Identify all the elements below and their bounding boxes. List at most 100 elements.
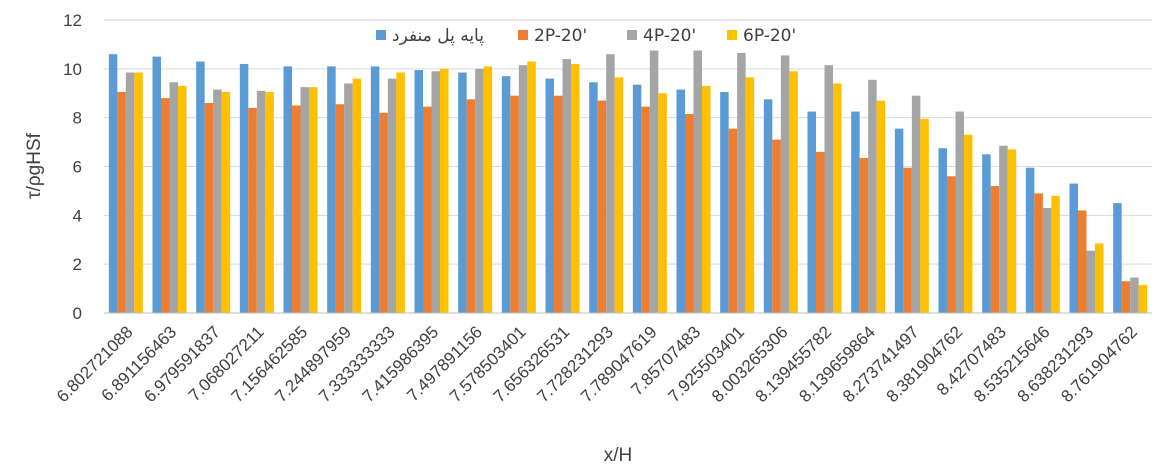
bar-series-2 [903,167,912,313]
y-tick-label: 12 [63,11,82,30]
bar-series-1 [807,111,816,313]
bar-series-3 [868,79,877,313]
bar-series-3 [169,82,178,313]
bar-series-4 [352,78,362,313]
bar-series-1 [327,66,336,313]
bar-series-1 [676,89,685,313]
bar-series-2 [335,104,345,314]
bar-series-1 [1069,183,1078,313]
bar-series-4 [702,85,711,313]
bar-series-4 [134,72,143,313]
bar-series-3 [1130,277,1139,313]
bar-series-3 [125,72,135,313]
legend: پایه پل منفرد 2P-20' 4P-20' 6P-20' [376,26,796,46]
bar-series-4 [483,66,493,313]
bar-series-4 [1138,284,1148,313]
y-tick-label: 6 [73,158,82,177]
bar-series-2 [685,114,694,313]
bar-series-4 [265,92,274,313]
legend-swatch [727,30,737,40]
bar-series-1 [1025,167,1035,313]
bar-series-1 [283,66,292,313]
bar-series-1 [196,61,205,314]
bar-series-3 [213,89,222,313]
bar-series-1 [108,54,118,314]
bar-series-2 [117,92,126,313]
bar-series-2 [292,105,301,314]
y-gridlines [104,19,1152,265]
bar-series-3 [518,65,528,313]
bars [108,50,1148,314]
bar-series-2 [728,128,738,313]
y-tick-label: 0 [73,304,82,323]
bar-series-4 [309,87,318,314]
y-tick-label: 8 [73,109,82,128]
bar-series-4 [876,100,886,313]
y-tick-label: 2 [73,255,82,274]
y-axis: 0 2 4 6 8 10 12 [63,11,82,323]
bar-series-3 [780,55,790,314]
bar-series-1 [938,148,947,313]
bar-series-3 [256,90,266,313]
legend-swatch [376,30,386,40]
legend-label: 6P-20' [743,26,796,46]
bar-series-2 [1121,281,1131,313]
legend-label: 4P-20' [643,26,696,46]
bar-series-1 [720,92,729,313]
y-tick-label: 10 [63,60,82,79]
legend-label: 2P-20' [534,26,587,46]
bar-series-4 [658,93,667,313]
bar-series-3 [606,54,615,314]
x-axis: 6.8027210886.8911564636.9795918377.06802… [53,322,1141,406]
bar-series-3 [387,78,397,313]
bar-series-3 [344,83,353,313]
x-tick-label: 8.761904762 [1057,322,1141,406]
x-axis-title: x/H [604,445,633,466]
bar-series-1 [545,78,554,313]
bar-series-3 [562,59,571,313]
bar-series-3 [649,50,659,314]
bar-series-3 [999,145,1008,313]
bar-series-2 [641,106,650,314]
bar-series-4 [964,134,973,313]
bar-series-1 [851,111,860,313]
bar-series-4 [440,68,449,313]
bar-series-4 [789,71,798,314]
bar-series-4 [920,118,929,313]
bar-series-4 [571,63,580,314]
bar-series-3 [1086,250,1095,313]
bar-series-4 [614,77,624,313]
bar-series-3 [1042,208,1052,313]
y-tick-label: 4 [73,206,82,225]
legend-swatch [518,30,528,40]
bar-series-4 [745,77,755,313]
bar-series-1 [239,63,249,314]
bar-series-2 [204,103,214,314]
bar-series-4 [396,72,405,313]
bar-series-2 [772,139,781,313]
bar-series-2 [859,157,869,313]
bar-series-4 [178,85,187,313]
bar-series-2 [816,151,825,313]
bar-series-4 [833,83,842,313]
bar-series-3 [300,87,309,314]
bar-series-4 [1051,195,1060,313]
bar-series-4 [527,61,536,314]
bar-series-4 [221,92,231,313]
bar-series-1 [414,70,423,313]
bar-series-1 [152,56,161,314]
bar-series-1 [632,84,642,313]
bar-series-2 [990,186,1000,313]
bar-series-3 [693,50,702,314]
bar-series-3 [911,95,921,313]
legend-swatch [627,30,637,40]
bar-series-3 [737,52,746,314]
bar-series-4 [1007,149,1017,313]
bar-series-1 [982,154,991,313]
bar-series-2 [1078,210,1087,313]
bar-series-2 [379,112,388,313]
bar-series-2 [554,95,563,313]
bar-series-2 [466,99,476,313]
bar-series-2 [1034,193,1043,313]
